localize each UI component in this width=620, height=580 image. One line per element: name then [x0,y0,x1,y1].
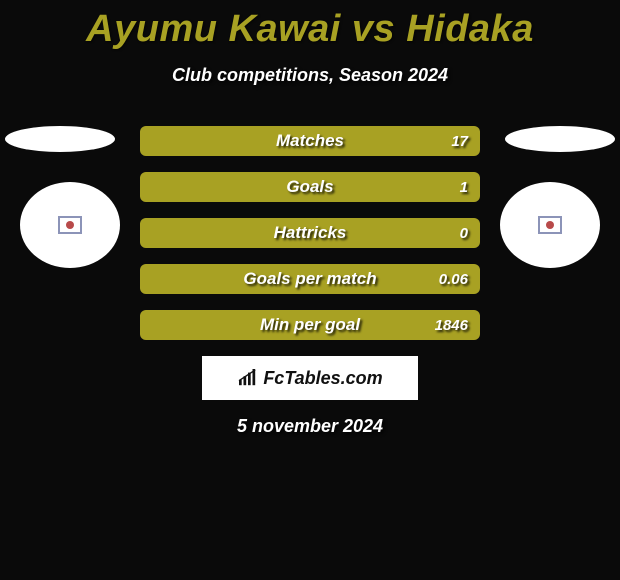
comparison-title: Ayumu Kawai vs Hidaka [0,0,620,51]
japan-flag-icon [58,216,82,234]
stat-row-goals: Goals 1 [140,172,480,202]
player-left-club-placeholder [5,126,115,152]
stat-value: 17 [451,133,468,150]
source-logo[interactable]: FcTables.com [202,356,418,400]
stat-label: Matches [276,131,344,151]
stat-row-min-per-goal: Min per goal 1846 [140,310,480,340]
stat-label: Goals [286,177,333,197]
stat-label: Hattricks [274,223,347,243]
stat-label: Min per goal [260,315,360,335]
stats-bars: Matches 17 Goals 1 Hattricks 0 Goals per… [140,126,480,340]
content-area: Matches 17 Goals 1 Hattricks 0 Goals per… [0,126,620,437]
player-right-club-placeholder [505,126,615,152]
player-left-avatar [20,182,120,268]
stat-label: Goals per match [243,269,376,289]
comparison-subtitle: Club competitions, Season 2024 [0,65,620,86]
stat-value: 0.06 [439,271,468,288]
stat-row-goals-per-match: Goals per match 0.06 [140,264,480,294]
stat-value: 0 [460,225,468,242]
player-right-avatar [500,182,600,268]
stat-row-hattricks: Hattricks 0 [140,218,480,248]
stat-row-matches: Matches 17 [140,126,480,156]
stat-value: 1 [460,179,468,196]
japan-flag-icon [538,216,562,234]
snapshot-date: 5 november 2024 [0,416,620,437]
stat-value: 1846 [435,317,468,334]
source-logo-text: FcTables.com [263,368,382,389]
barchart-icon [237,369,259,387]
